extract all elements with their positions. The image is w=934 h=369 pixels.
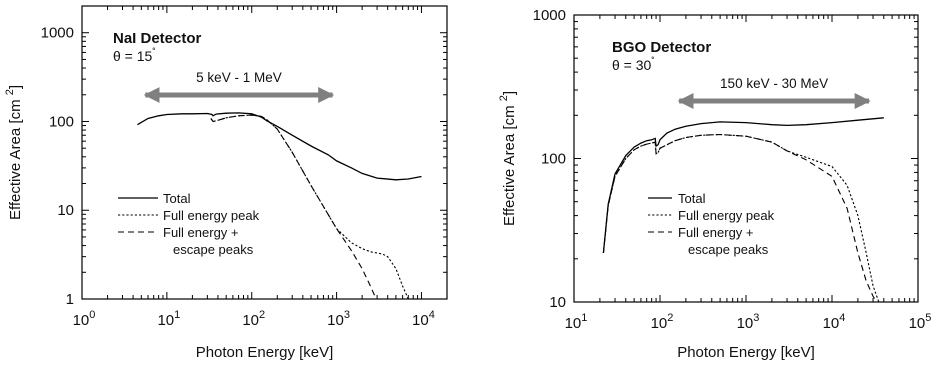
angle-label: θ = 15˚	[113, 47, 156, 64]
x-tick-label: 105	[909, 312, 932, 332]
legend-label: Full energy peak	[163, 208, 260, 223]
detector-title: BGO Detector	[612, 39, 711, 56]
detector-title: NaI Detector	[113, 30, 202, 47]
y-tick-label: 1	[66, 291, 74, 308]
bgo-detector-chart: 101 102 103 104 105 10 100 1000 Photon Energy [k…	[498, 7, 931, 361]
series-line-dashed	[602, 133, 878, 303]
nai-detector-chart: 100 101 102 103 104 1 10 100 1000 Photon Energy […	[4, 5, 448, 361]
legend-label: Total	[678, 191, 706, 206]
y-tick-label: 10	[549, 294, 566, 311]
x-axis-title: Photon Energy [keV]	[677, 344, 815, 361]
legend-label: Full energy +	[163, 225, 239, 240]
x-axis-title: Photon Energy [keV]	[196, 344, 334, 361]
y-tick-label: 100	[49, 113, 74, 130]
series-line-dashed	[210, 114, 378, 300]
legend-label: Full energy +	[678, 225, 754, 240]
angle-label: θ = 30˚	[612, 56, 655, 73]
x-tick-label: 101	[565, 312, 588, 332]
y-axis-title: Effective Area [cm 2]	[498, 91, 518, 226]
legend-label-line2: escape peaks	[173, 242, 254, 257]
x-tick-label: 102	[651, 312, 674, 332]
plot-frame	[81, 5, 448, 300]
x-tick-label: 100	[73, 309, 96, 329]
series-line-solid	[602, 117, 884, 253]
energy-range-label: 150 keV - 30 MeV	[720, 76, 828, 91]
legend-label: Full energy peak	[678, 208, 775, 223]
series-line-solid	[137, 112, 422, 181]
y-axis-title: Effective Area [cm 2]	[4, 85, 24, 220]
x-tick-label: 104	[412, 309, 435, 329]
legend-label-line2: escape peaks	[688, 242, 769, 257]
x-tick-label: 103	[327, 309, 350, 329]
y-tick-label: 100	[541, 151, 566, 168]
x-tick-label: 102	[242, 309, 265, 329]
x-tick-label: 104	[823, 312, 846, 332]
x-tick-label: 103	[737, 312, 760, 332]
y-tick-label: 10	[57, 202, 74, 219]
legend-label: Total	[163, 191, 191, 206]
energy-range-label: 5 keV - 1 MeV	[196, 70, 282, 85]
x-tick-label: 101	[157, 309, 180, 329]
y-tick-label: 1000	[533, 7, 566, 24]
y-tick-label: 1000	[41, 25, 74, 42]
